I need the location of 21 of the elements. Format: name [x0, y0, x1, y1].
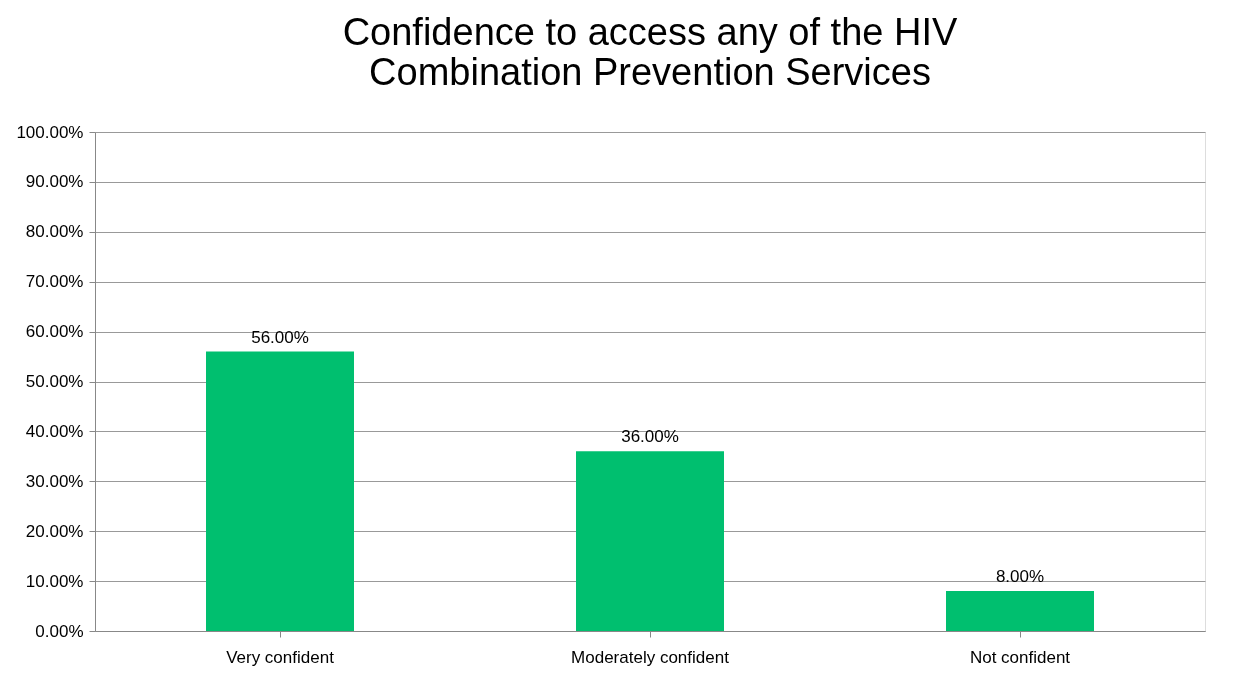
x-tick-label: Moderately confident	[571, 647, 730, 667]
y-tick-label: 80.00%	[25, 222, 84, 242]
data-label: 36.00%	[621, 427, 679, 447]
bar	[206, 351, 354, 631]
x-tick-label: Very confident	[226, 647, 335, 667]
x-tick-label: Not confident	[969, 647, 1071, 667]
text: Confidence to access any of the HIV	[342, 11, 958, 53]
y-tick-label: 10.00%	[25, 571, 84, 591]
bar	[946, 591, 1094, 631]
y-tick-label: 40.00%	[25, 421, 84, 441]
y-tick-label: 0.00%	[35, 621, 84, 641]
y-tick-label: 50.00%	[25, 372, 84, 391]
data-label: 8.00%	[995, 567, 1045, 587]
y-tick-label: 20.00%	[25, 521, 84, 541]
data-label: 56.00%	[251, 327, 309, 347]
y-tick-label: 70.00%	[25, 272, 84, 292]
bar	[576, 451, 724, 631]
y-tick-label: 100.00%	[16, 122, 84, 142]
y-tick-label: 90.00%	[25, 172, 84, 192]
y-tick-label: 30.00%	[25, 471, 84, 491]
y-tick-label: 60.00%	[25, 322, 84, 342]
